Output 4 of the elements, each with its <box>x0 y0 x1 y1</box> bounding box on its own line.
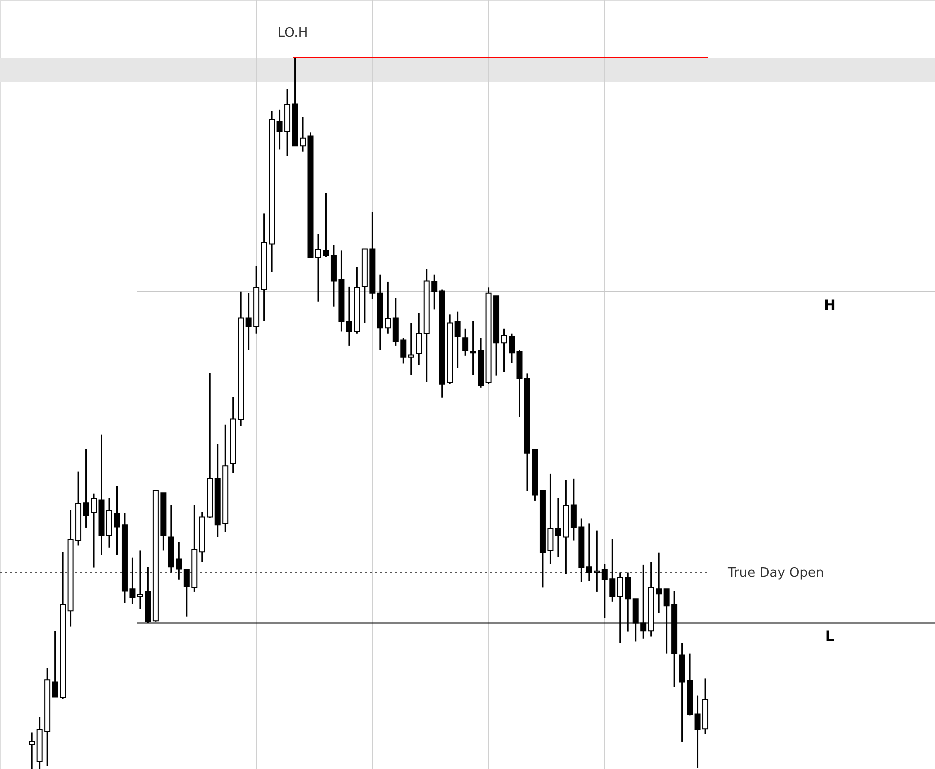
ref-line-label: H <box>824 298 836 314</box>
ref-line-label: LO.H <box>278 26 308 41</box>
ref-line-label: True Day Open <box>727 566 824 581</box>
ref-line-label: L <box>826 629 835 646</box>
